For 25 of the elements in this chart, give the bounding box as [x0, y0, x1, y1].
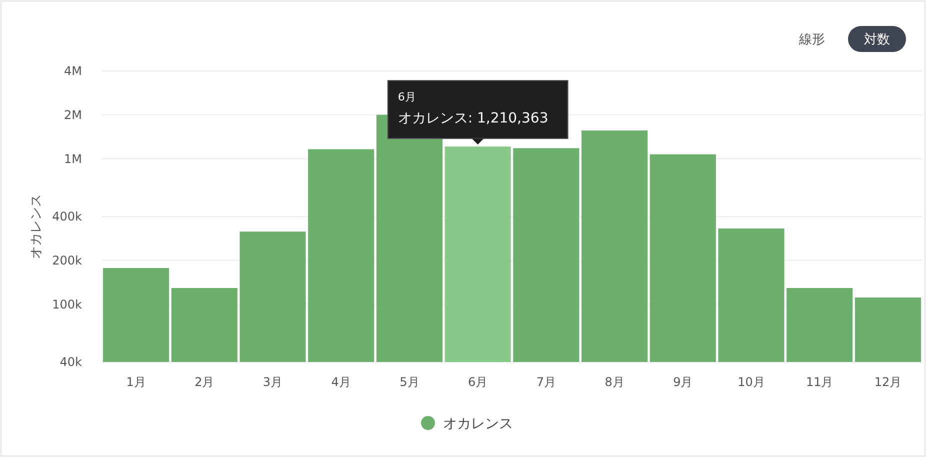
x-tick-label: 8月 — [604, 375, 624, 389]
y-axis-title: オカレンス — [29, 194, 44, 259]
legend-label: オカレンス — [443, 416, 513, 432]
y-tick-label: 1M — [64, 152, 82, 166]
y-tick-label: 4M — [64, 64, 82, 78]
y-tick-label: 200k — [52, 254, 82, 268]
y-tick-label: 100k — [52, 297, 82, 312]
x-tick-label: 9月 — [673, 375, 693, 389]
x-tick-label: 10月 — [738, 375, 765, 389]
text: 対数 — [864, 32, 890, 48]
y-tick-label: 400k — [52, 210, 82, 224]
x-tick-label: 5月 — [400, 375, 420, 389]
annotation: オカレンス: 1,210,363 — [398, 110, 548, 127]
x-tick-label: 6月 — [468, 375, 488, 389]
x-tick-label: 1月 — [126, 375, 146, 389]
x-tick-label: 2月 — [194, 375, 214, 389]
text: 線形 — [798, 32, 825, 48]
x-tick-label: 3月 — [262, 375, 283, 389]
y-tick-label: 2M — [64, 108, 82, 122]
annotation: 6月 — [398, 90, 416, 104]
x-tick-label: 11月 — [806, 375, 834, 389]
x-tick-label: 12月 — [874, 375, 902, 389]
x-tick-label: 7月 — [536, 375, 556, 389]
x-tick-label: 4月 — [331, 375, 351, 389]
y-tick-label: 40k — [60, 355, 82, 370]
